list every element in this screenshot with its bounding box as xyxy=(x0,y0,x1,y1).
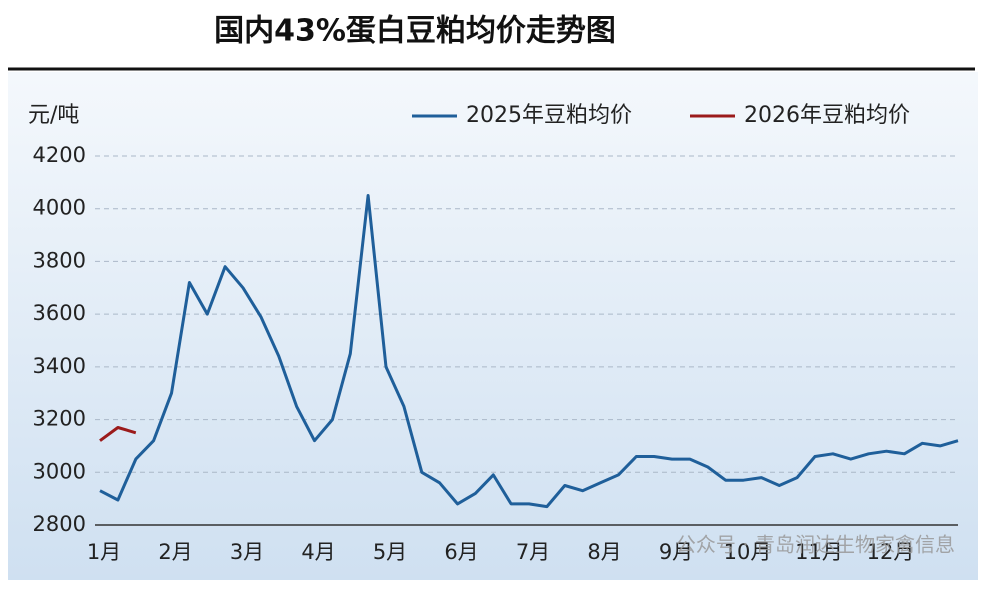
legend-label: 2026年豆粕均价 xyxy=(744,103,910,128)
y-tick-label: 3200 xyxy=(33,407,86,431)
y-tick-label: 3000 xyxy=(33,459,86,483)
x-tick-label: 6月 xyxy=(444,540,478,564)
legend-label: 2025年豆粕均价 xyxy=(466,103,632,128)
series-line xyxy=(99,194,959,509)
plot-background xyxy=(8,72,978,580)
x-tick-label: 9月 xyxy=(659,540,693,564)
y-tick-label: 3400 xyxy=(33,354,86,378)
series-line xyxy=(99,426,137,442)
x-tick-label: 4月 xyxy=(301,540,335,564)
x-tick-label: 7月 xyxy=(516,540,550,564)
y-tick-label: 2800 xyxy=(33,512,86,536)
y-axis-label: 元/吨 xyxy=(28,103,79,128)
x-tick-label: 11月 xyxy=(795,540,843,564)
y-tick-label: 3800 xyxy=(33,248,86,272)
x-tick-label: 12月 xyxy=(867,540,915,564)
y-tick-label: 4000 xyxy=(33,196,86,220)
y-tick-label: 4200 xyxy=(33,143,86,167)
x-tick-label: 5月 xyxy=(373,540,407,564)
x-tick-label: 8月 xyxy=(587,540,621,564)
x-tick-label: 10月 xyxy=(724,540,772,564)
watermark: 公众号 · 青岛润达生物家禽信息 xyxy=(676,533,955,557)
x-tick-label: 1月 xyxy=(87,540,121,564)
y-tick-label: 3600 xyxy=(33,301,86,325)
x-tick-label: 3月 xyxy=(230,540,264,564)
x-tick-label: 2月 xyxy=(158,540,192,564)
chart-title: 国内43%蛋白豆粕均价走势图 xyxy=(214,14,616,49)
